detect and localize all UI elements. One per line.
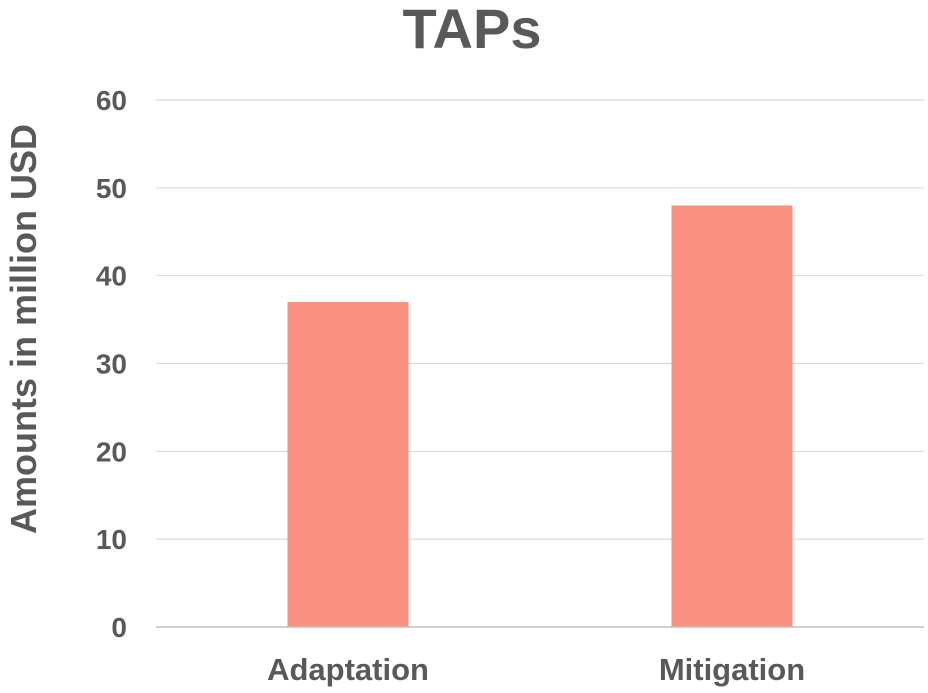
gridlines: [156, 99, 924, 540]
x-tick-labels: Adaptation Mitigation: [267, 652, 805, 687]
bar-mitigation: [671, 205, 793, 627]
y-tick-label: 60: [96, 85, 127, 116]
y-tick-label: 30: [96, 349, 127, 380]
y-tick-labels: 0 10 20 30 40 50 60: [96, 85, 127, 643]
y-tick-label: 50: [96, 173, 127, 204]
y-axis-label: Amounts in million USD: [3, 124, 44, 534]
x-tick-label: Adaptation: [267, 652, 429, 687]
bars: [287, 205, 793, 627]
x-tick-label: Mitigation: [659, 652, 805, 687]
y-tick-label: 40: [96, 261, 127, 292]
chart-title: TAPs: [403, 0, 542, 60]
y-tick-label: 20: [96, 436, 127, 467]
y-tick-label: 0: [111, 612, 127, 643]
y-tick-label: 10: [96, 524, 127, 555]
bar-adaptation: [287, 302, 409, 627]
